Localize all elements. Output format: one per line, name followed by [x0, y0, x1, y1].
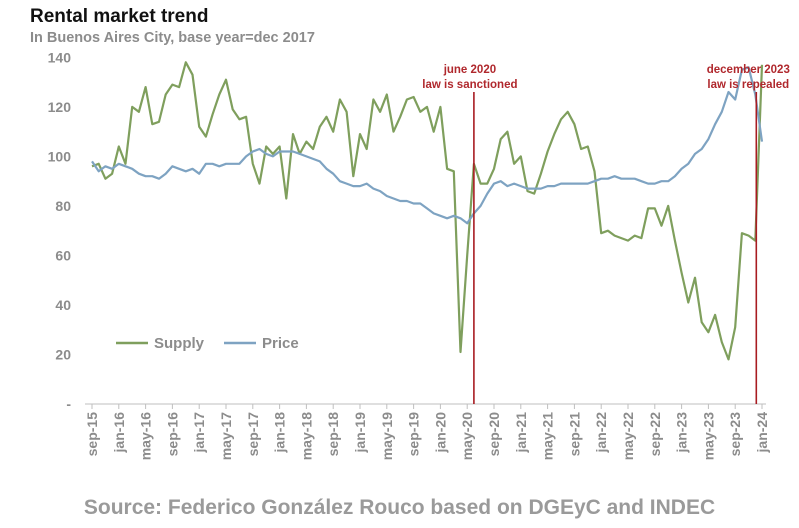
source-note: Source: Federico González Rouco based on… [83, 496, 716, 519]
x-tick-label: sep-18 [325, 412, 341, 457]
y-tick-label: 80 [55, 198, 71, 214]
x-tick-label: may-22 [620, 412, 636, 460]
x-tick-label: jan-18 [272, 412, 288, 454]
x-tick-label: may-23 [700, 412, 716, 460]
series-layer [91, 61, 764, 361]
legend-label-price: Price [262, 335, 299, 352]
x-tick-label: jan-24 [754, 412, 770, 454]
y-axis: - 20 40 60 80 100 120 140 [48, 49, 72, 412]
annotation-label: june 2020 [443, 64, 496, 76]
x-tick-label: jan-19 [352, 412, 368, 454]
annotation-label: law is sanctioned [422, 79, 517, 91]
x-tick-label: sep-17 [245, 412, 261, 457]
series-line-supply [91, 61, 764, 361]
y-tick-label: 40 [55, 297, 71, 313]
annotation-label: december 2023 [707, 64, 790, 76]
x-tick-label: sep-22 [647, 412, 663, 457]
x-tick-label: jan-20 [432, 412, 448, 454]
x-tick-label: jan-22 [593, 412, 609, 454]
legend: Supply Price [116, 335, 299, 352]
x-tick-label: sep-21 [566, 412, 582, 457]
series-line-price [91, 66, 764, 225]
annotation-label: law is repealed [707, 79, 789, 91]
x-tick-label: jan-23 [674, 412, 690, 454]
x-tick-label: sep-20 [486, 412, 502, 457]
x-tick-label: jan-17 [191, 412, 207, 454]
y-tick-label: - [66, 396, 71, 412]
x-tick-label: sep-15 [84, 412, 100, 457]
y-tick-label: 60 [55, 247, 71, 263]
x-tick-label: may-16 [138, 412, 154, 460]
x-tick-label: may-18 [298, 412, 314, 460]
x-tick-label: jan-16 [111, 412, 127, 454]
x-tick-label: sep-19 [406, 412, 422, 457]
chart-subtitle: In Buenos Aires City, base year=dec 2017 [30, 30, 315, 46]
x-tick-label: sep-16 [164, 412, 180, 457]
y-tick-label: 20 [55, 346, 71, 362]
x-axis: sep-15 jan-16 may-16 sep-16 jan-17 may-17 sep-… [84, 403, 770, 460]
x-tick-label: may-20 [459, 412, 475, 460]
annotation-layer: june 2020 law is sanctioned december 2023 l… [422, 64, 790, 404]
x-tick-label: may-21 [540, 412, 556, 460]
y-tick-label: 100 [48, 148, 72, 164]
legend-label-supply: Supply [154, 335, 205, 352]
y-tick-label: 140 [48, 49, 72, 65]
chart-title: Rental market trend [30, 6, 209, 27]
x-tick-label: may-19 [379, 412, 395, 460]
x-tick-label: may-17 [218, 412, 234, 460]
y-tick-label: 120 [48, 99, 72, 115]
x-tick-label: jan-21 [513, 412, 529, 454]
x-tick-label: sep-23 [727, 412, 743, 457]
